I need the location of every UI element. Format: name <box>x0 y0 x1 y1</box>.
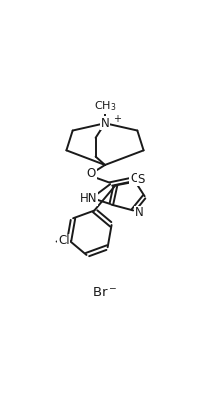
Text: +: + <box>113 114 121 124</box>
Text: O: O <box>87 167 96 180</box>
Text: N: N <box>135 207 143 220</box>
Text: S: S <box>137 173 145 185</box>
Text: Br$^-$: Br$^-$ <box>92 286 118 299</box>
Text: O: O <box>130 172 139 185</box>
Text: HN: HN <box>80 192 97 205</box>
Text: Cl: Cl <box>58 234 70 247</box>
Text: N: N <box>101 117 109 130</box>
Text: CH$_3$: CH$_3$ <box>94 100 116 113</box>
